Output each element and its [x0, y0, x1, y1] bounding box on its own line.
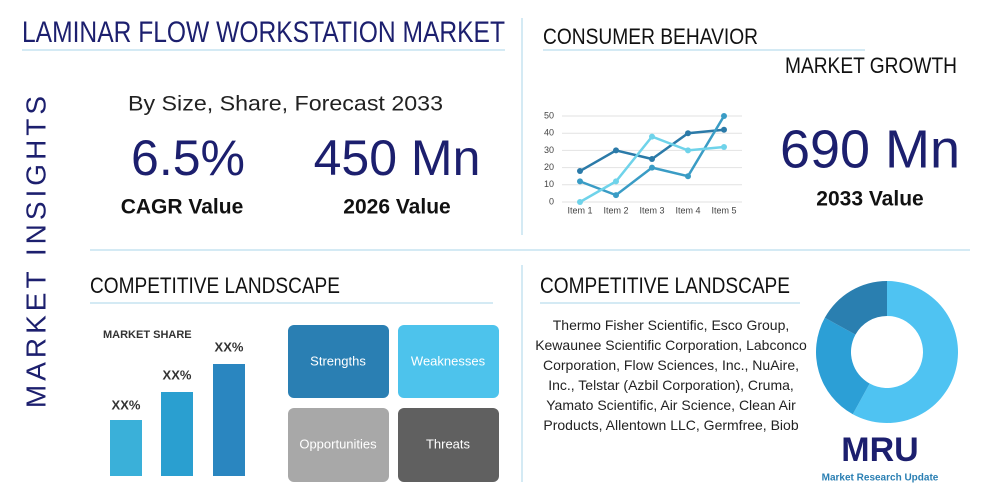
logo-mark: MRU: [841, 431, 918, 469]
x-tick-label: Item 1: [567, 205, 592, 215]
swot-box: [288, 408, 389, 482]
series-point: [649, 156, 655, 162]
swot-label: Threats: [426, 436, 471, 451]
section-title: COMPETITIVE LANDSCAPE: [540, 273, 790, 298]
title: LAMINAR FLOW WORKSTATION MARKET: [22, 16, 505, 49]
series-point: [577, 178, 583, 185]
swot-box: [398, 408, 499, 482]
swot-label: Strengths: [310, 353, 366, 368]
y-tick-label: 40: [544, 128, 554, 138]
stat-label: 2033 Value: [816, 188, 923, 211]
stat-value: 6.5%: [131, 130, 245, 186]
swot-label: Opportunities: [299, 436, 377, 451]
subtitle: By Size, Share, Forecast 2033: [128, 93, 443, 116]
series-point: [685, 130, 691, 137]
stat-label: 2026 Value: [343, 196, 450, 219]
stat-value: 450 Mn: [314, 130, 481, 186]
bar-label: XX%: [112, 397, 141, 412]
swot-box: [398, 325, 499, 398]
share-bar: [213, 364, 245, 476]
series-point: [649, 133, 655, 140]
series-line: [579, 115, 726, 197]
y-tick-label: 20: [544, 162, 554, 172]
bar-label: XX%: [215, 339, 244, 354]
donut-segment: [816, 317, 870, 415]
series-point: [721, 126, 727, 133]
y-tick-label: 10: [544, 179, 554, 189]
x-tick-label: Item 2: [603, 205, 628, 215]
y-tick-label: 0: [549, 196, 554, 206]
side-label: MARKET INSIGHTS: [20, 92, 51, 408]
series-point: [685, 173, 691, 180]
share-title: MARKET SHARE: [103, 329, 192, 341]
bar-label: XX%: [163, 367, 192, 382]
logo-name: Market Research Update: [822, 473, 939, 484]
x-tick-label: Item 4: [675, 205, 700, 215]
share-bar: [161, 392, 193, 476]
x-tick-label: Item 3: [639, 205, 664, 215]
series-point: [613, 147, 619, 154]
series-point: [577, 199, 583, 205]
series-point: [721, 143, 727, 150]
series-point: [721, 113, 727, 119]
section-subtitle: MARKET GROWTH: [785, 53, 957, 78]
y-tick-label: 50: [544, 110, 554, 120]
swot-box: [288, 325, 389, 398]
section-title: COMPETITIVE LANDSCAPE: [90, 273, 340, 298]
series-point: [577, 168, 583, 175]
series-point: [649, 164, 655, 171]
series-point: [613, 178, 619, 185]
share-bar: [110, 420, 142, 476]
donut-segment: [852, 280, 958, 423]
series-point: [613, 192, 619, 199]
swot-label: Weaknesses: [411, 353, 486, 368]
donut-segment: [824, 281, 887, 335]
y-tick-label: 30: [544, 145, 554, 155]
stat-label: CAGR Value: [121, 196, 244, 219]
stat-value: 690 Mn: [780, 119, 960, 179]
x-tick-label: Item 5: [711, 205, 736, 215]
series-point: [685, 147, 691, 154]
company-list: Thermo Fisher Scientific, Esco Group, Ke…: [535, 317, 807, 433]
section-title: CONSUMER BEHAVIOR: [543, 24, 758, 49]
